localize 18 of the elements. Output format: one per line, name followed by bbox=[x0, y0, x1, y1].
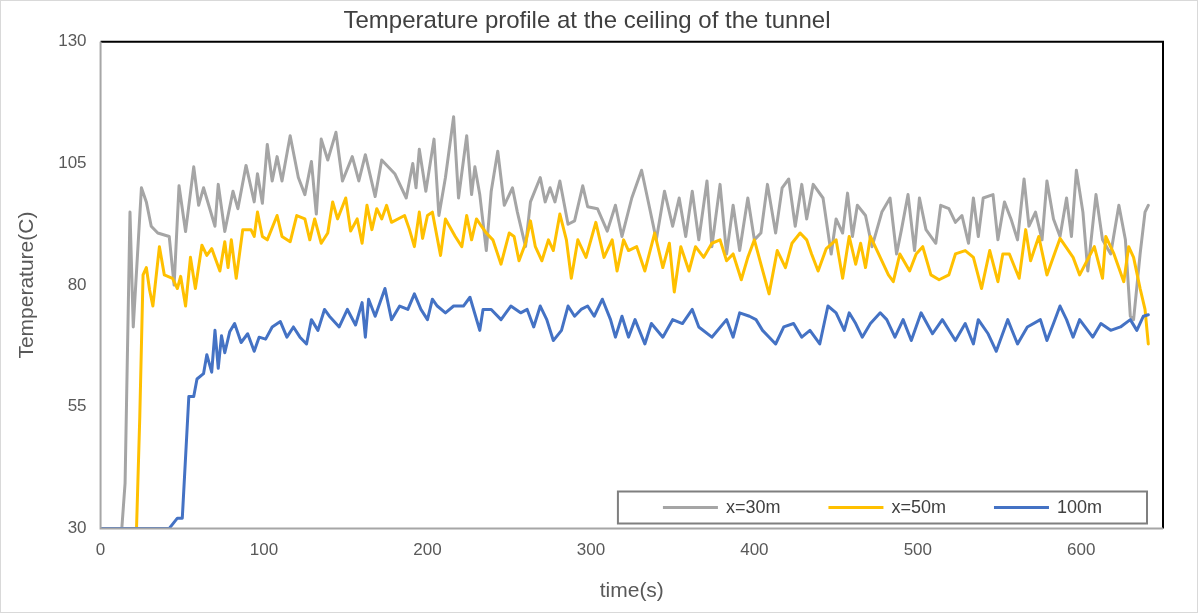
x-tick-label: 400 bbox=[740, 540, 769, 560]
y-axis-title: Temperature(C) bbox=[14, 211, 38, 359]
x-tick-label: 500 bbox=[903, 540, 933, 560]
x-axis-title: time(s) bbox=[599, 578, 664, 602]
y-tick-label: 130 bbox=[58, 31, 87, 51]
legend-label: x=50m bbox=[891, 497, 946, 518]
y-tick-label: 80 bbox=[67, 274, 87, 294]
y-tick-label: 55 bbox=[67, 396, 87, 416]
x-tick-label: 100 bbox=[249, 540, 279, 560]
x-tick-label: 200 bbox=[413, 540, 442, 560]
chart-title: Temperature profile at the ceiling of the tunnel bbox=[343, 6, 831, 34]
x-tick-label: 600 bbox=[1067, 540, 1096, 560]
x-tick-label: 300 bbox=[576, 540, 606, 560]
y-tick-label: 105 bbox=[58, 153, 87, 173]
x-tick-label: 0 bbox=[95, 540, 106, 560]
legend-label: x=30m bbox=[725, 497, 781, 518]
legend-label: 100m bbox=[1056, 497, 1102, 518]
y-tick-label: 30 bbox=[67, 518, 87, 538]
